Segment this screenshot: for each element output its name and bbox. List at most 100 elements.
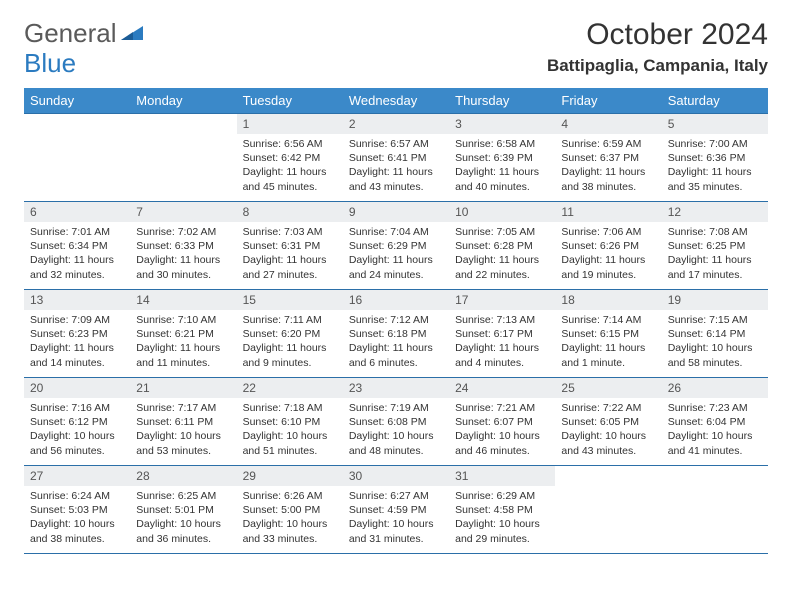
calendar-cell: 12Sunrise: 7:08 AMSunset: 6:25 PMDayligh… — [662, 202, 768, 290]
day-number: 9 — [343, 202, 449, 222]
calendar-cell: 24Sunrise: 7:21 AMSunset: 6:07 PMDayligh… — [449, 378, 555, 466]
day-details: Sunrise: 7:16 AMSunset: 6:12 PMDaylight:… — [24, 398, 130, 460]
day-number: 5 — [662, 114, 768, 134]
weekday-header: Sunday — [24, 88, 130, 114]
calendar-cell: 26Sunrise: 7:23 AMSunset: 6:04 PMDayligh… — [662, 378, 768, 466]
calendar-cell: 23Sunrise: 7:19 AMSunset: 6:08 PMDayligh… — [343, 378, 449, 466]
weekday-header: Thursday — [449, 88, 555, 114]
weekday-header-row: SundayMondayTuesdayWednesdayThursdayFrid… — [24, 88, 768, 114]
day-number: 15 — [237, 290, 343, 310]
calendar-cell: 18Sunrise: 7:14 AMSunset: 6:15 PMDayligh… — [555, 290, 661, 378]
day-details: Sunrise: 6:59 AMSunset: 6:37 PMDaylight:… — [555, 134, 661, 196]
day-details: Sunrise: 7:18 AMSunset: 6:10 PMDaylight:… — [237, 398, 343, 460]
day-details: Sunrise: 6:56 AMSunset: 6:42 PMDaylight:… — [237, 134, 343, 196]
day-number: 27 — [24, 466, 130, 486]
day-number: 16 — [343, 290, 449, 310]
calendar-cell: 27Sunrise: 6:24 AMSunset: 5:03 PMDayligh… — [24, 466, 130, 554]
calendar-table: SundayMondayTuesdayWednesdayThursdayFrid… — [24, 88, 768, 554]
day-number: 8 — [237, 202, 343, 222]
day-number: 26 — [662, 378, 768, 398]
day-number: 20 — [24, 378, 130, 398]
calendar-cell: 30Sunrise: 6:27 AMSunset: 4:59 PMDayligh… — [343, 466, 449, 554]
calendar-cell: 31Sunrise: 6:29 AMSunset: 4:58 PMDayligh… — [449, 466, 555, 554]
day-number: 19 — [662, 290, 768, 310]
calendar-cell: 25Sunrise: 7:22 AMSunset: 6:05 PMDayligh… — [555, 378, 661, 466]
day-details: Sunrise: 7:05 AMSunset: 6:28 PMDaylight:… — [449, 222, 555, 284]
day-number: 13 — [24, 290, 130, 310]
day-details: Sunrise: 6:29 AMSunset: 4:58 PMDaylight:… — [449, 486, 555, 548]
day-details: Sunrise: 7:14 AMSunset: 6:15 PMDaylight:… — [555, 310, 661, 372]
weekday-header: Tuesday — [237, 88, 343, 114]
day-details: Sunrise: 7:19 AMSunset: 6:08 PMDaylight:… — [343, 398, 449, 460]
calendar-cell: 11Sunrise: 7:06 AMSunset: 6:26 PMDayligh… — [555, 202, 661, 290]
day-details: Sunrise: 7:04 AMSunset: 6:29 PMDaylight:… — [343, 222, 449, 284]
calendar-cell: 20Sunrise: 7:16 AMSunset: 6:12 PMDayligh… — [24, 378, 130, 466]
calendar-cell: 17Sunrise: 7:13 AMSunset: 6:17 PMDayligh… — [449, 290, 555, 378]
day-number: 22 — [237, 378, 343, 398]
logo-triangle-icon — [119, 18, 145, 49]
calendar-row: 13Sunrise: 7:09 AMSunset: 6:23 PMDayligh… — [24, 290, 768, 378]
day-details: Sunrise: 6:27 AMSunset: 4:59 PMDaylight:… — [343, 486, 449, 548]
calendar-cell: 6Sunrise: 7:01 AMSunset: 6:34 PMDaylight… — [24, 202, 130, 290]
calendar-cell: 22Sunrise: 7:18 AMSunset: 6:10 PMDayligh… — [237, 378, 343, 466]
day-details: Sunrise: 6:57 AMSunset: 6:41 PMDaylight:… — [343, 134, 449, 196]
calendar-row: 1Sunrise: 6:56 AMSunset: 6:42 PMDaylight… — [24, 114, 768, 202]
calendar-cell: 2Sunrise: 6:57 AMSunset: 6:41 PMDaylight… — [343, 114, 449, 202]
day-details: Sunrise: 6:58 AMSunset: 6:39 PMDaylight:… — [449, 134, 555, 196]
calendar-cell: 10Sunrise: 7:05 AMSunset: 6:28 PMDayligh… — [449, 202, 555, 290]
day-details: Sunrise: 6:25 AMSunset: 5:01 PMDaylight:… — [130, 486, 236, 548]
day-details: Sunrise: 7:06 AMSunset: 6:26 PMDaylight:… — [555, 222, 661, 284]
day-details: Sunrise: 7:11 AMSunset: 6:20 PMDaylight:… — [237, 310, 343, 372]
day-details: Sunrise: 7:23 AMSunset: 6:04 PMDaylight:… — [662, 398, 768, 460]
calendar-cell — [24, 114, 130, 202]
day-details: Sunrise: 7:08 AMSunset: 6:25 PMDaylight:… — [662, 222, 768, 284]
day-details: Sunrise: 6:26 AMSunset: 5:00 PMDaylight:… — [237, 486, 343, 548]
day-details: Sunrise: 7:12 AMSunset: 6:18 PMDaylight:… — [343, 310, 449, 372]
location-subtitle: Battipaglia, Campania, Italy — [547, 56, 768, 76]
calendar-cell: 29Sunrise: 6:26 AMSunset: 5:00 PMDayligh… — [237, 466, 343, 554]
day-details: Sunrise: 7:02 AMSunset: 6:33 PMDaylight:… — [130, 222, 236, 284]
day-details: Sunrise: 7:17 AMSunset: 6:11 PMDaylight:… — [130, 398, 236, 460]
day-number: 10 — [449, 202, 555, 222]
day-number: 23 — [343, 378, 449, 398]
calendar-cell: 9Sunrise: 7:04 AMSunset: 6:29 PMDaylight… — [343, 202, 449, 290]
calendar-cell: 13Sunrise: 7:09 AMSunset: 6:23 PMDayligh… — [24, 290, 130, 378]
day-number: 21 — [130, 378, 236, 398]
calendar-cell — [130, 114, 236, 202]
calendar-cell: 3Sunrise: 6:58 AMSunset: 6:39 PMDaylight… — [449, 114, 555, 202]
day-number: 28 — [130, 466, 236, 486]
weekday-header: Saturday — [662, 88, 768, 114]
day-number: 11 — [555, 202, 661, 222]
title-block: October 2024 Battipaglia, Campania, Ital… — [547, 18, 768, 82]
day-details: Sunrise: 7:22 AMSunset: 6:05 PMDaylight:… — [555, 398, 661, 460]
weekday-header: Monday — [130, 88, 236, 114]
calendar-cell: 14Sunrise: 7:10 AMSunset: 6:21 PMDayligh… — [130, 290, 236, 378]
day-number: 31 — [449, 466, 555, 486]
day-details: Sunrise: 7:21 AMSunset: 6:07 PMDaylight:… — [449, 398, 555, 460]
logo: General — [24, 18, 145, 49]
calendar-cell: 21Sunrise: 7:17 AMSunset: 6:11 PMDayligh… — [130, 378, 236, 466]
calendar-cell: 28Sunrise: 6:25 AMSunset: 5:01 PMDayligh… — [130, 466, 236, 554]
day-details: Sunrise: 7:03 AMSunset: 6:31 PMDaylight:… — [237, 222, 343, 284]
day-number: 3 — [449, 114, 555, 134]
day-details: Sunrise: 7:01 AMSunset: 6:34 PMDaylight:… — [24, 222, 130, 284]
calendar-row: 6Sunrise: 7:01 AMSunset: 6:34 PMDaylight… — [24, 202, 768, 290]
day-number: 6 — [24, 202, 130, 222]
day-number: 24 — [449, 378, 555, 398]
calendar-cell: 19Sunrise: 7:15 AMSunset: 6:14 PMDayligh… — [662, 290, 768, 378]
day-details: Sunrise: 7:13 AMSunset: 6:17 PMDaylight:… — [449, 310, 555, 372]
day-number: 1 — [237, 114, 343, 134]
calendar-body: 1Sunrise: 6:56 AMSunset: 6:42 PMDaylight… — [24, 114, 768, 554]
day-number: 7 — [130, 202, 236, 222]
day-details: Sunrise: 6:24 AMSunset: 5:03 PMDaylight:… — [24, 486, 130, 548]
header: General October 2024 Battipaglia, Campan… — [24, 18, 768, 82]
weekday-header: Friday — [555, 88, 661, 114]
calendar-cell: 16Sunrise: 7:12 AMSunset: 6:18 PMDayligh… — [343, 290, 449, 378]
day-number: 4 — [555, 114, 661, 134]
day-details: Sunrise: 7:10 AMSunset: 6:21 PMDaylight:… — [130, 310, 236, 372]
day-number: 14 — [130, 290, 236, 310]
page-title: October 2024 — [547, 18, 768, 52]
calendar-cell — [555, 466, 661, 554]
calendar-row: 27Sunrise: 6:24 AMSunset: 5:03 PMDayligh… — [24, 466, 768, 554]
calendar-row: 20Sunrise: 7:16 AMSunset: 6:12 PMDayligh… — [24, 378, 768, 466]
